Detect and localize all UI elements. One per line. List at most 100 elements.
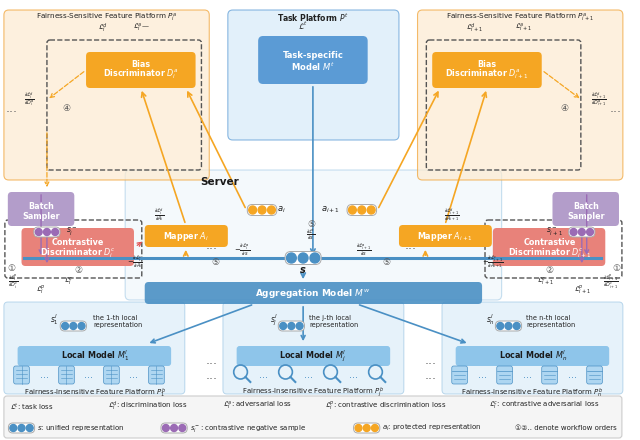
Text: $\mathcal{L}_i^a$: adversarial loss: $\mathcal{L}_i^a$: adversarial loss — [223, 400, 292, 412]
FancyBboxPatch shape — [13, 366, 29, 384]
Text: ...: ... — [129, 370, 138, 380]
Text: the 1-th local: the 1-th local — [93, 315, 137, 321]
Text: $\mathcal{L}_{i+1}^p$: $\mathcal{L}_{i+1}^p$ — [574, 284, 591, 296]
FancyBboxPatch shape — [60, 321, 86, 331]
Text: ...: ... — [523, 370, 532, 380]
Text: ...: ... — [259, 370, 268, 380]
Text: $\mathcal{L}_i^d$: discrimination loss: $\mathcal{L}_i^d$: discrimination loss — [108, 400, 188, 413]
Text: Contrastive: Contrastive — [52, 238, 104, 246]
Text: $\frac{\partial\mathcal{L}_{i+1}^d}{\partial A_{i+1}}$: $\frac{\partial\mathcal{L}_{i+1}^d}{\par… — [444, 206, 460, 224]
Text: ②: ② — [545, 265, 554, 275]
FancyBboxPatch shape — [353, 423, 380, 433]
Text: $\mathcal{L}_i^p$: contrastive discrimination loss: $\mathcal{L}_i^p$: contrastive discrimin… — [324, 400, 446, 412]
Text: Fairness-Sensitive Feature Platform $P_{i+1}^a$: Fairness-Sensitive Feature Platform $P_{… — [446, 12, 595, 24]
FancyBboxPatch shape — [223, 302, 404, 394]
Text: Discriminator $D_{i+1}^a$: Discriminator $D_{i+1}^a$ — [445, 67, 529, 81]
Circle shape — [268, 206, 275, 214]
Text: Discriminator $D_{i+1}^c$: Discriminator $D_{i+1}^c$ — [508, 246, 591, 260]
Text: Task Platform $P^t$: Task Platform $P^t$ — [277, 12, 349, 24]
Text: ⑤: ⑤ — [211, 257, 219, 267]
Text: $a_i$: $a_i$ — [277, 205, 286, 215]
Text: $\mathcal{L}_{i+1}^c$: $\mathcal{L}_{i+1}^c$ — [537, 276, 554, 288]
FancyBboxPatch shape — [552, 192, 619, 226]
Text: ...: ... — [303, 370, 312, 380]
Text: $-\frac{\partial\mathcal{L}_i^a}{\partial s}$: $-\frac{\partial\mathcal{L}_i^a}{\partia… — [234, 242, 250, 257]
Text: Aggregation Model $M^w$: Aggregation Model $M^w$ — [255, 286, 371, 300]
Circle shape — [298, 253, 308, 263]
Text: Mapper $A_i$: Mapper $A_i$ — [163, 230, 209, 242]
Text: ①②.. denote workflow orders: ①②.. denote workflow orders — [515, 425, 617, 431]
Text: ②: ② — [74, 265, 83, 275]
Text: $s$: unified representation: $s$: unified representation — [37, 423, 125, 433]
Text: $-\frac{\partial\mathcal{L}_{i+1}^c}{\partial A_{i+1}}$: $-\frac{\partial\mathcal{L}_{i+1}^c}{\pa… — [482, 254, 504, 270]
FancyBboxPatch shape — [452, 366, 467, 384]
Text: $a_i$: protected representation: $a_i$: protected representation — [382, 423, 482, 433]
Text: ...: ... — [6, 102, 18, 114]
Circle shape — [355, 425, 362, 432]
Text: $\mathcal{L}^t$: $\mathcal{L}^t$ — [298, 20, 308, 32]
Text: Sampler: Sampler — [567, 212, 605, 220]
FancyBboxPatch shape — [59, 366, 74, 384]
Text: ④: ④ — [63, 103, 70, 113]
Text: Mapper $A_{i+1}$: Mapper $A_{i+1}$ — [417, 230, 473, 242]
Text: representation: representation — [309, 322, 358, 328]
Text: ...: ... — [424, 353, 436, 367]
Text: $\mathcal{L}^t$: task loss: $\mathcal{L}^t$: task loss — [10, 400, 54, 411]
FancyBboxPatch shape — [18, 346, 171, 366]
Circle shape — [287, 253, 296, 263]
Circle shape — [497, 323, 504, 330]
Text: $\mathcal{L}_{i+1}^a$: $\mathcal{L}_{i+1}^a$ — [515, 22, 532, 34]
Text: Batch: Batch — [573, 202, 598, 210]
FancyBboxPatch shape — [456, 346, 609, 366]
Text: $\frac{\partial\mathcal{L}^t}{\partial s}$: $\frac{\partial\mathcal{L}^t}{\partial s… — [306, 228, 316, 242]
Text: ...: ... — [424, 369, 436, 381]
Text: $\frac{\partial\mathcal{L}_{i+1}^d}{\partial D_{i+1}^a}$: $\frac{\partial\mathcal{L}_{i+1}^d}{\par… — [591, 91, 606, 109]
Circle shape — [78, 323, 85, 330]
Circle shape — [179, 425, 186, 432]
Circle shape — [513, 323, 520, 330]
FancyBboxPatch shape — [145, 225, 228, 247]
Circle shape — [35, 228, 42, 235]
FancyBboxPatch shape — [125, 170, 502, 300]
FancyBboxPatch shape — [432, 52, 541, 88]
Text: ...: ... — [477, 370, 486, 380]
FancyBboxPatch shape — [8, 423, 35, 433]
Text: $\frac{\partial\mathcal{L}_{i+1}^p}{\partial D_{i+1}^c}$: $\frac{\partial\mathcal{L}_{i+1}^p}{\par… — [604, 274, 619, 290]
FancyBboxPatch shape — [493, 228, 605, 266]
FancyBboxPatch shape — [22, 228, 134, 266]
FancyBboxPatch shape — [8, 192, 74, 226]
Circle shape — [570, 228, 577, 235]
FancyBboxPatch shape — [569, 227, 595, 237]
Circle shape — [249, 206, 257, 214]
Text: $a_{i+1}$: $a_{i+1}$ — [321, 205, 340, 215]
Text: $s_{i+1}^-$: $s_{i+1}^-$ — [547, 226, 563, 238]
Text: $\frac{\partial\mathcal{L}_i^d}{\partial A_i}$: $\frac{\partial\mathcal{L}_i^d}{\partial… — [154, 206, 164, 224]
FancyBboxPatch shape — [228, 10, 399, 140]
Circle shape — [296, 323, 303, 330]
Text: the j-th local: the j-th local — [309, 315, 351, 321]
Circle shape — [349, 206, 356, 214]
Text: Bias: Bias — [477, 59, 497, 69]
Text: ...: ... — [205, 369, 217, 381]
FancyBboxPatch shape — [148, 366, 164, 384]
Circle shape — [258, 206, 266, 214]
Circle shape — [371, 425, 378, 432]
FancyBboxPatch shape — [161, 423, 187, 433]
FancyBboxPatch shape — [278, 321, 305, 331]
Text: ...: ... — [205, 238, 217, 252]
Text: representation: representation — [526, 322, 575, 328]
FancyBboxPatch shape — [285, 252, 321, 264]
Text: Bias: Bias — [131, 59, 150, 69]
Circle shape — [358, 206, 365, 214]
Text: representation: representation — [93, 322, 142, 328]
Text: $-\frac{\partial\mathcal{L}_i^c}{\partial A_i}$: $-\frac{\partial\mathcal{L}_i^c}{\partia… — [127, 254, 143, 270]
FancyBboxPatch shape — [86, 52, 196, 88]
Text: $\mathcal{L}_i^p$: $\mathcal{L}_i^p$ — [36, 284, 46, 296]
Text: Fairness-Insensitive Feature Platform $P_1^b$: Fairness-Insensitive Feature Platform $P… — [24, 386, 166, 400]
Text: ...: ... — [349, 370, 358, 380]
Circle shape — [10, 425, 17, 432]
Circle shape — [61, 323, 68, 330]
Text: Server: Server — [201, 177, 239, 187]
Circle shape — [52, 228, 59, 235]
Text: $\mathcal{L}_{i+1}^d$: $\mathcal{L}_{i+1}^d$ — [466, 22, 483, 35]
